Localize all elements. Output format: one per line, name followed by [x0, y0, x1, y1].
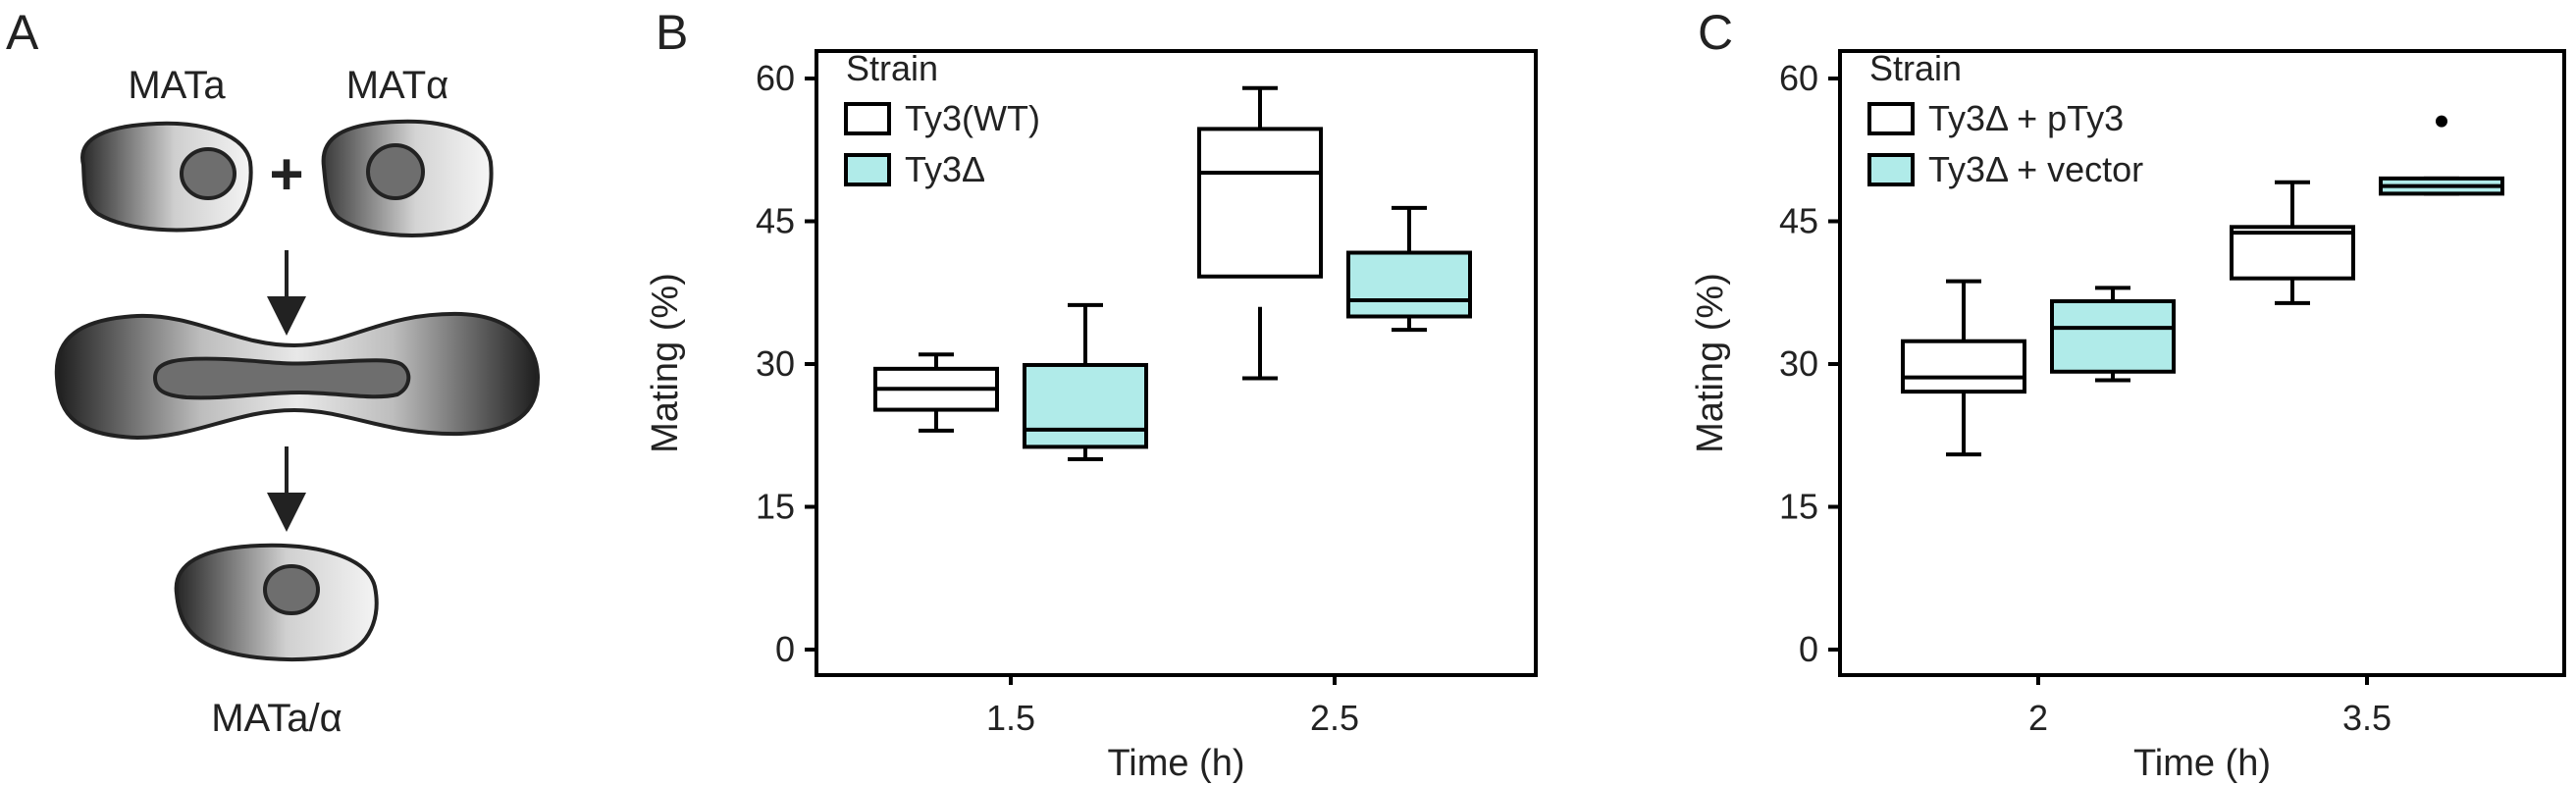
legend-label: Ty3Δ + vector	[1928, 149, 2143, 189]
parent-left-label: MATa	[128, 64, 226, 107]
chart-c: C 0 15 30 45 60 Mating (%) 2 3.5 Time (h) Strain Ty…	[1690, 5, 2566, 784]
parent-right-label: MATα	[346, 64, 449, 107]
box-body	[1197, 127, 1323, 279]
legend-title: Strain	[1869, 48, 1962, 88]
x-tick-label: 2	[2028, 698, 2048, 738]
x-tick-label: 2.5	[1310, 698, 1359, 738]
legend-title: Strain	[846, 48, 938, 88]
legend-label: Ty3Δ + pTy3	[1928, 98, 2124, 138]
box-body	[2050, 298, 2176, 374]
box-outlier-point	[2436, 115, 2447, 128]
x-tick-label: 1.5	[986, 698, 1035, 738]
zygote-cell-icon	[54, 311, 541, 441]
y-axis-label: Mating (%)	[1690, 273, 1731, 453]
y-tick-label: 30	[756, 343, 795, 384]
box-body	[1346, 250, 1472, 319]
y-tick-label: 0	[775, 629, 795, 669]
y-tick-label: 60	[756, 58, 795, 98]
haploid-cell-left-icon	[80, 121, 253, 233]
y-tick-label: 45	[756, 201, 795, 241]
x-tick-label: 3.5	[2342, 698, 2392, 738]
panel-a-letter: A	[6, 5, 39, 60]
panel-letter: B	[656, 5, 688, 60]
y-tick-label: 15	[1779, 487, 1818, 527]
box-body	[2230, 225, 2355, 281]
legend-swatch	[844, 102, 891, 135]
haploid-cell-right-icon	[321, 119, 494, 237]
y-tick-label: 30	[1779, 343, 1818, 384]
legend-label: Ty3Δ	[905, 149, 985, 189]
box-body	[1023, 362, 1148, 449]
plot-frame	[815, 49, 1538, 677]
y-tick-label: 0	[1799, 629, 1818, 669]
diploid-cell-icon	[174, 543, 379, 661]
plus-sign: +	[269, 141, 303, 207]
legend-label: Ty3(WT)	[905, 98, 1040, 138]
x-axis-label: Time (h)	[2133, 743, 2271, 784]
y-tick-label: 45	[1779, 201, 1818, 241]
y-tick-label: 60	[1779, 58, 1818, 98]
y-axis-label: Mating (%)	[645, 273, 686, 453]
legend-swatch	[1867, 153, 1915, 186]
y-tick-label: 15	[756, 487, 795, 527]
panel-a: A MATa MATα + MATa/α	[6, 5, 541, 740]
legend-swatch	[1867, 102, 1915, 135]
x-axis-label: Time (h)	[1107, 743, 1244, 784]
chart-b: B 0 15 30 45 60 Mating (%) 1.5 2.5 Time (h) Strain…	[645, 5, 1538, 784]
panel-letter: C	[1698, 5, 1733, 60]
box-body	[1901, 339, 2026, 394]
product-label: MATa/α	[211, 697, 342, 740]
legend-swatch	[844, 153, 891, 186]
